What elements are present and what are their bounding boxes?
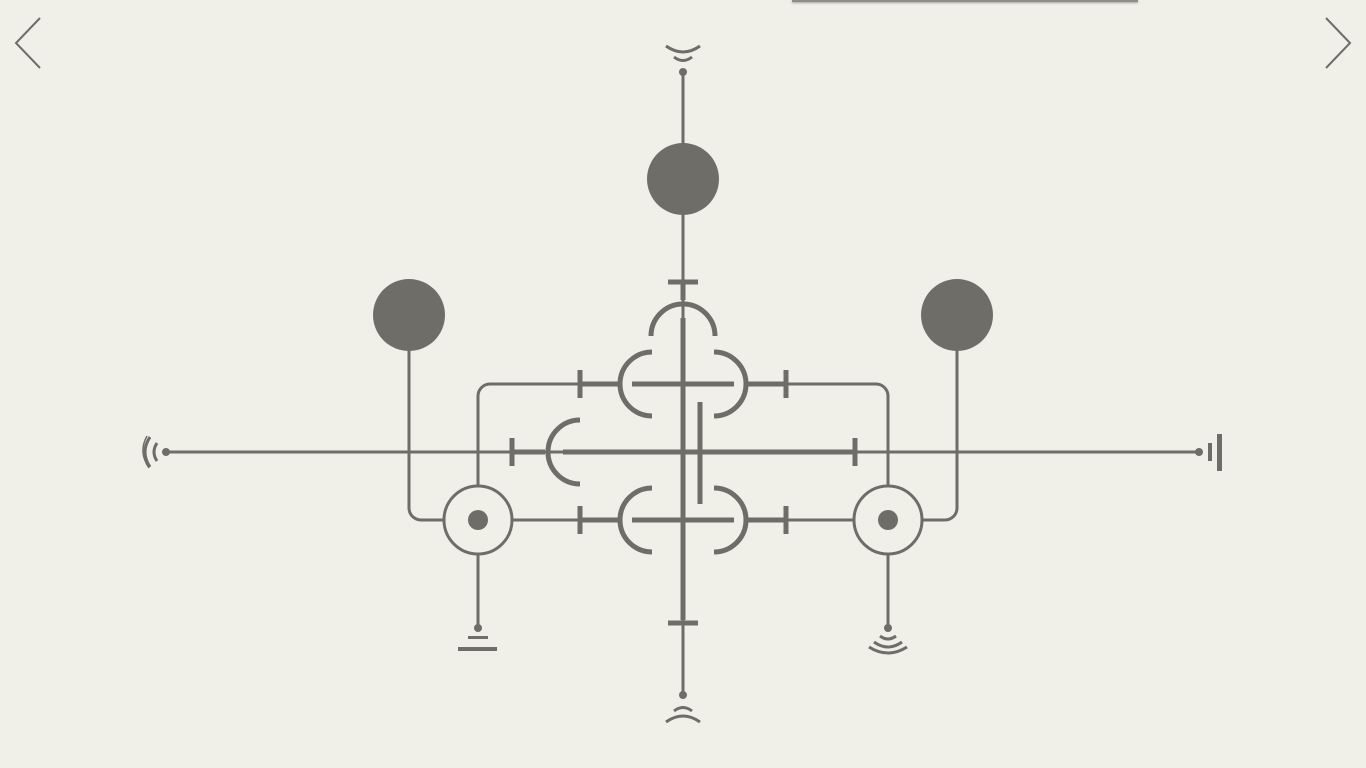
battery-icon [1195,434,1222,471]
broadcast-icon [142,435,170,469]
antenna-icon [868,624,908,655]
switch-left[interactable] [442,484,514,556]
switch-right[interactable] [852,484,924,556]
node-right[interactable] [921,279,993,351]
chevron-left-icon[interactable] [12,16,44,70]
signal-emitter-icon [665,691,701,724]
switch-left-dot [468,510,488,530]
right-frame-wire [780,382,890,487]
gate-cluster[interactable] [509,279,858,626]
signal-receiver-icon [665,44,701,76]
node-top[interactable] [647,143,719,215]
left-node-wire [407,350,444,522]
right-node-wire [922,350,959,522]
chevron-right-icon[interactable] [1322,16,1354,70]
node-left[interactable] [373,279,445,351]
top-drawer-tab[interactable] [792,0,1138,2]
ground-icon [458,624,497,651]
left-frame-wire [476,382,586,487]
switch-right-dot [878,510,898,530]
